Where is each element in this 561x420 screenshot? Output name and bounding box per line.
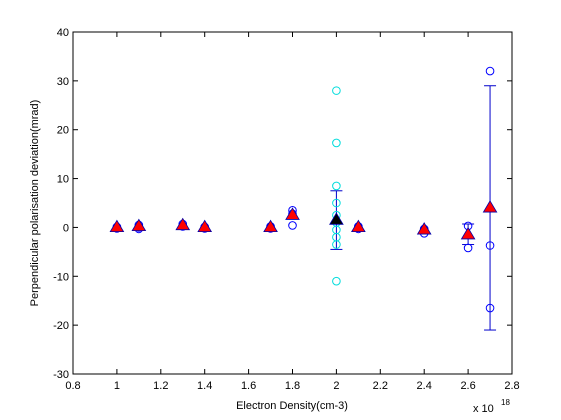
data-point-triangle [350,219,366,233]
y-tick-label: -20 [53,320,69,332]
data-point-circle [332,138,341,148]
y-tick-label: 0 [63,222,69,234]
x-tick-label: 0.8 [65,380,80,392]
data-point-triangle [416,222,432,235]
y-tick-label: 30 [57,76,69,88]
data-point-circle [332,240,341,249]
data-point-circle [332,198,341,208]
x-tick-label: 2.8 [504,380,519,392]
data-point-triangle [197,219,213,233]
x-exponent-power: 18 [501,398,510,407]
y-tick-label: -10 [53,271,69,283]
data-point-triangle [482,200,498,213]
data-point-triangle [131,218,147,232]
data-point-circle [288,221,297,230]
y-axis-label: Perpendicular polarisation deviation(mra… [29,100,41,307]
y-tick-label: 40 [57,27,69,39]
data-point-triangle [329,212,344,225]
x-tick-label: 2.2 [373,380,388,392]
x-tick-label: 2.4 [417,380,432,392]
data-markers [109,66,498,313]
data-point-triangle [175,217,191,231]
y-tick-label: 20 [57,125,69,137]
x-exponent-label: x 10 [473,403,494,415]
x-tick-label: 2.6 [460,380,475,392]
y-axis-ticks: -30 -20 -10 0 10 20 30 40 [53,27,512,381]
x-tick-label: 1 [114,380,120,392]
data-point-circle [485,241,495,250]
x-tick-label: 1.2 [153,380,168,392]
data-point-triangle [285,207,300,220]
data-point-circle [332,181,341,191]
data-point-triangle [109,219,125,233]
x-tick-label: 1.8 [285,380,300,392]
y-tick-label: 10 [57,174,69,186]
data-point-circle [332,276,341,286]
data-point-triangle [460,226,476,240]
data-point-circle [485,303,495,313]
data-point-circle [332,86,341,95]
y-tick-label: -30 [53,369,69,381]
data-point-circle [485,66,495,76]
x-axis-ticks: 0.8 1 1.2 1.4 1.6 1.8 2 2.2 2.4 2.6 2.8 [65,32,520,392]
x-tick-label: 2 [333,380,339,392]
data-point-triangle [263,219,278,233]
x-axis-label: Electron Density(cm-3) [236,400,348,412]
x-tick-label: 1.4 [197,380,212,392]
data-point-circle [463,243,473,253]
x-tick-label: 1.6 [241,380,256,392]
plot-area [72,31,513,375]
